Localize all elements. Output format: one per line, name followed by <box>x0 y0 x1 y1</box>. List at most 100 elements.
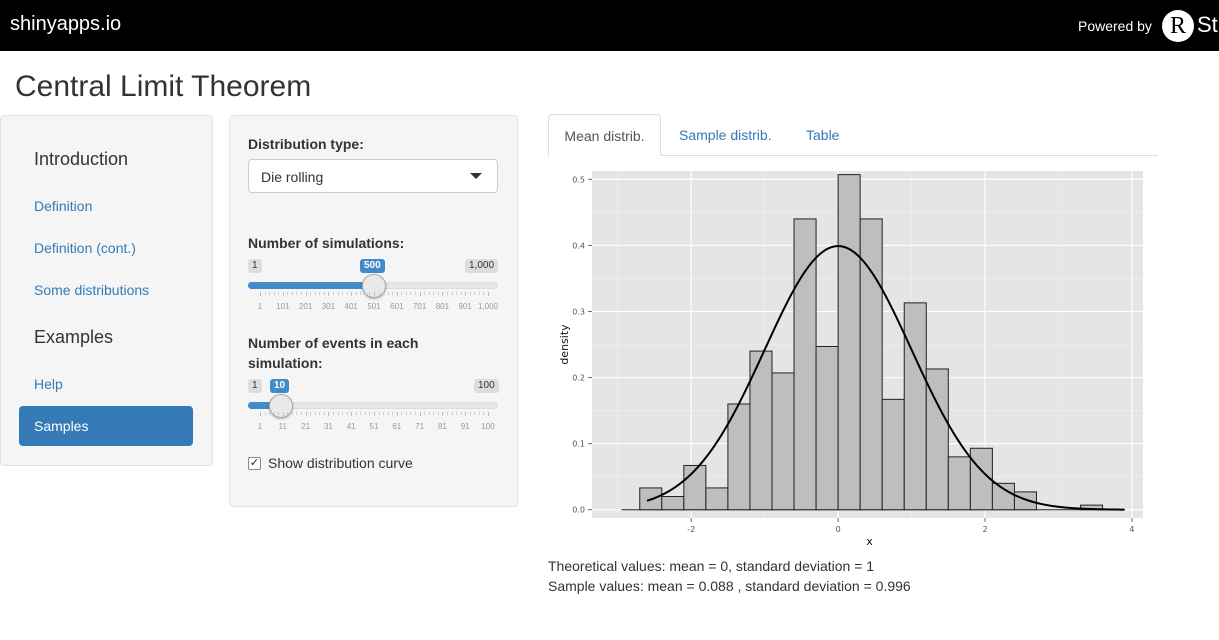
simulations-minor-tick <box>446 292 448 295</box>
rstudio-logo-icon[interactable]: R <box>1162 10 1194 42</box>
simulations-tick-label: 501 <box>367 302 381 311</box>
events-label-line1: Number of events in each <box>248 335 419 351</box>
events-minor-tick <box>424 412 426 415</box>
events-minor-tick <box>433 412 435 415</box>
events-minor-tick <box>278 412 280 415</box>
simulations-minor-tick <box>478 292 480 295</box>
events-tick-label: 100 <box>481 422 495 431</box>
distribution-type-label: Distribution type: <box>248 136 364 152</box>
simulations-min-label: 1 <box>248 259 262 273</box>
tab-mean-distrib[interactable]: Mean distrib. <box>548 114 661 156</box>
events-max-label: 100 <box>474 379 499 393</box>
simulations-tick-label: 201 <box>298 302 313 311</box>
events-tick-label: 31 <box>323 422 333 431</box>
y-tick-label: 0.5 <box>572 175 585 184</box>
events-minor-tick <box>301 412 303 415</box>
distribution-type-select[interactable]: Die rolling <box>248 159 498 193</box>
events-tick-label: 91 <box>460 422 470 431</box>
sidebar-item-definition[interactable]: Definition <box>34 198 93 214</box>
simulations-tick-mark <box>282 292 284 296</box>
show-curve-label[interactable]: Show distribution curve <box>268 455 413 471</box>
brand-logo[interactable]: shinyapps.io <box>10 13 122 35</box>
sidebar-item-help[interactable]: Help <box>34 376 63 392</box>
events-min-label: 1 <box>248 379 262 393</box>
simulations-minor-tick <box>433 292 435 295</box>
histogram-bar <box>683 464 707 511</box>
events-minor-tick <box>392 412 394 415</box>
simulations-tick-mark <box>488 292 489 296</box>
events-tick-mark <box>374 412 375 416</box>
sidebar-item-definition-cont[interactable]: Definition (cont.) <box>34 240 136 256</box>
histogram-bar <box>925 368 949 511</box>
events-tick-mark <box>260 412 261 416</box>
events-minor-tick <box>346 412 348 415</box>
simulations-tick-label: 1 <box>257 302 263 311</box>
events-tick-label: 41 <box>346 422 356 431</box>
histogram-bar <box>705 487 729 511</box>
checkmark-icon: ✓ <box>249 457 260 469</box>
simulations-minor-tick <box>301 292 303 295</box>
events-label-line2: simulation: <box>248 355 323 371</box>
simulations-minor-tick <box>319 292 321 295</box>
events-minor-tick <box>387 412 389 415</box>
events-minor-tick <box>483 412 485 415</box>
simulations-tick-mark <box>351 292 353 296</box>
simulations-max-label: 1,000 <box>465 259 499 273</box>
simulations-tick-label: 401 <box>344 302 358 311</box>
tab-sample-distrib[interactable]: Sample distrib. <box>679 127 772 143</box>
events-tick-mark <box>465 412 467 416</box>
simulations-tick-label: 801 <box>435 302 450 311</box>
theoretical-values-text: Theoretical values: mean = 0, standard d… <box>548 558 875 574</box>
simulations-tick-mark <box>442 292 444 296</box>
y-tick-label: 0.4 <box>572 241 585 250</box>
simulations-tick-mark <box>328 292 330 296</box>
events-minor-tick <box>314 412 316 415</box>
simulations-minor-tick <box>360 292 362 295</box>
histogram-chart: -2 0 2 4 0.0 0.1 0.2 0.3 0.4 0.5 x density <box>558 171 1143 548</box>
simulations-minor-tick <box>310 292 312 295</box>
y-tick-label: 0.3 <box>572 307 585 316</box>
events-minor-tick <box>383 412 385 415</box>
simulations-minor-tick <box>269 292 271 295</box>
rstudio-logo-text[interactable]: Stu <box>1197 12 1219 37</box>
simulations-minor-tick <box>428 292 430 295</box>
events-slider-fill <box>248 402 281 409</box>
simulations-minor-tick <box>296 292 298 295</box>
distribution-type-value: Die rolling <box>261 169 324 185</box>
simulations-tick-mark <box>260 292 261 296</box>
events-slider-handle[interactable] <box>268 394 293 418</box>
events-tick-label: 81 <box>437 422 447 431</box>
simulations-minor-tick <box>383 292 385 295</box>
simulations-minor-tick <box>387 292 389 295</box>
top-bar <box>0 0 1219 51</box>
events-minor-tick <box>287 412 289 415</box>
events-slider-ticks: 1 11 21 31 41 51 61 71 81 91 100 <box>248 412 498 431</box>
simulations-minor-tick <box>264 292 266 295</box>
sidebar-item-samples[interactable]: Samples <box>19 406 193 446</box>
tab-table[interactable]: Table <box>806 127 840 143</box>
simulations-minor-tick <box>332 292 334 295</box>
simulations-minor-tick <box>451 292 453 295</box>
simulations-tick-mark <box>419 292 421 296</box>
histogram-bar <box>771 372 795 511</box>
events-minor-tick <box>296 412 298 415</box>
sidebar-item-introduction: Introduction <box>34 149 129 169</box>
events-minor-tick <box>469 412 471 415</box>
simulations-minor-tick <box>273 292 275 295</box>
histogram-bar <box>1013 491 1037 511</box>
histogram-bar <box>881 398 905 511</box>
simulations-tick-label: 601 <box>390 302 404 311</box>
show-curve-checkbox[interactable]: ✓ <box>248 457 261 470</box>
events-minor-tick <box>474 412 476 415</box>
events-tick-label: 61 <box>392 422 402 431</box>
simulations-label: Number of simulations: <box>248 235 405 251</box>
sidebar-item-examples: Examples <box>34 327 114 347</box>
chevron-down-icon <box>470 173 482 179</box>
page-title: Central Limit Theorem <box>15 70 312 103</box>
simulations-minor-tick <box>401 292 403 295</box>
histogram-bar <box>815 345 839 511</box>
sidebar-item-some-distributions[interactable]: Some distributions <box>34 282 150 298</box>
events-tick-mark <box>328 412 330 416</box>
events-minor-tick <box>319 412 321 415</box>
simulations-tick-mark <box>305 292 307 296</box>
